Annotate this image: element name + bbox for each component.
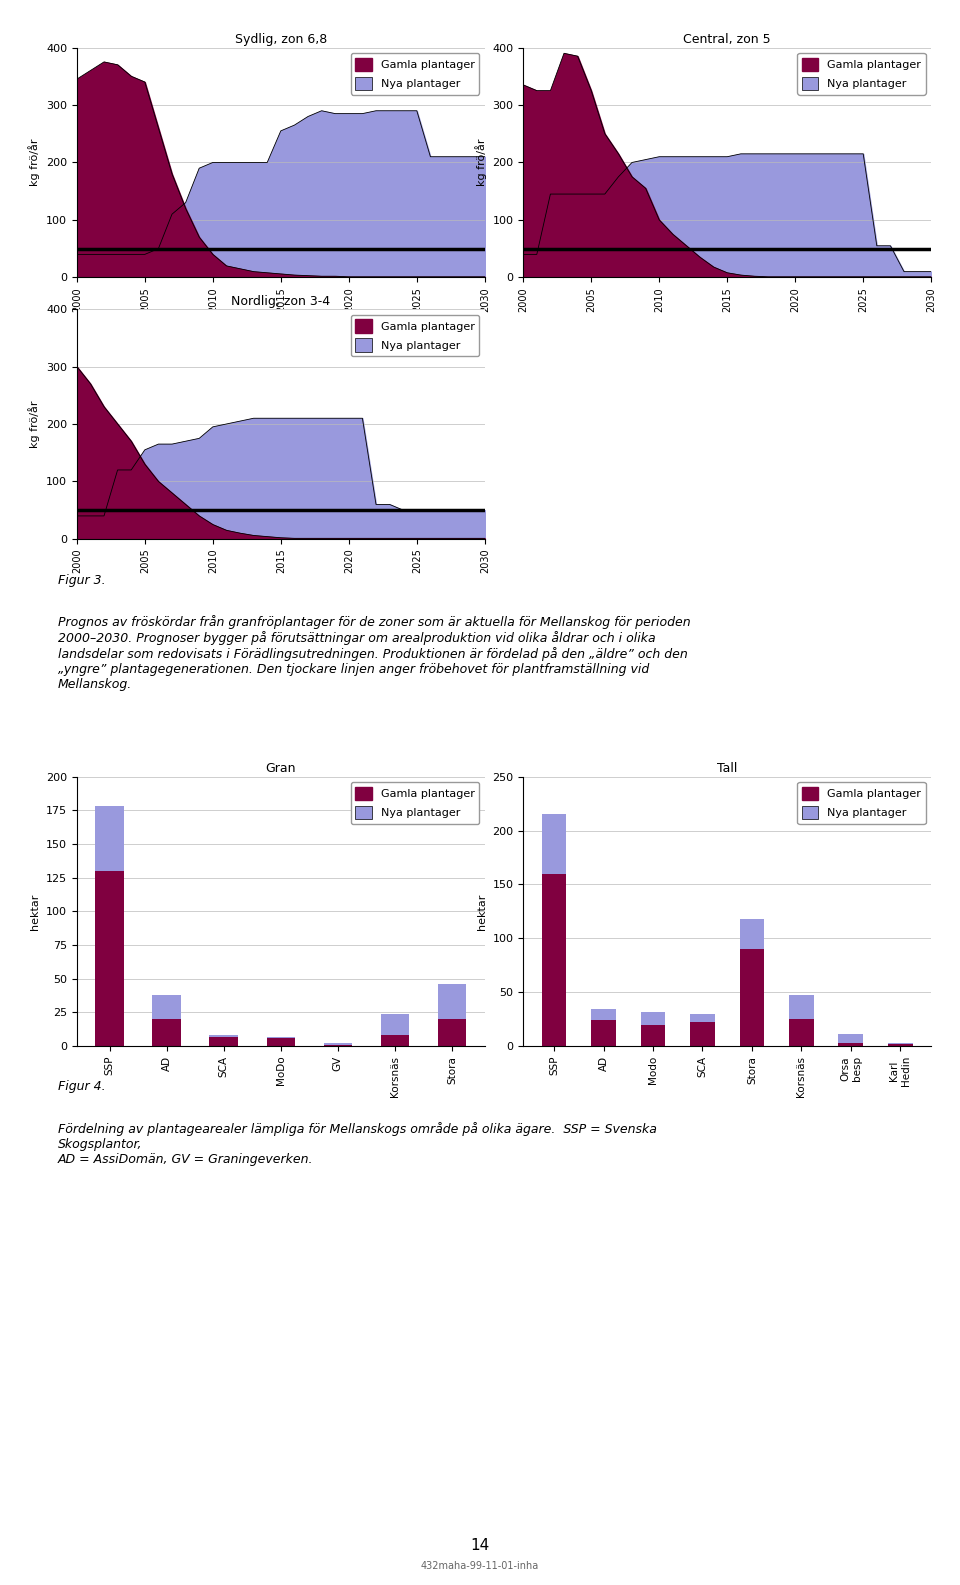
Bar: [789, 995, 814, 1019]
Bar: [153, 1019, 180, 1046]
Title: Tall: Tall: [717, 762, 737, 775]
Title: Central, zon 5: Central, zon 5: [684, 33, 771, 46]
Bar: [591, 1021, 616, 1046]
Bar: [838, 1035, 863, 1043]
Bar: [541, 815, 566, 873]
Bar: [153, 995, 180, 1019]
Legend: Gamla plantager, Nya plantager: Gamla plantager, Nya plantager: [351, 315, 479, 357]
Bar: [381, 1014, 409, 1035]
Legend: Gamla plantager, Nya plantager: Gamla plantager, Nya plantager: [798, 783, 925, 824]
Bar: [541, 873, 566, 1046]
Bar: [267, 1038, 295, 1046]
Bar: [739, 919, 764, 949]
Bar: [888, 1045, 913, 1046]
Legend: Gamla plantager, Nya plantager: Gamla plantager, Nya plantager: [351, 783, 479, 824]
Bar: [95, 807, 124, 872]
Text: 432maha-99-11-01-inha: 432maha-99-11-01-inha: [420, 1561, 540, 1571]
Text: Prognos av fröskördar från granfröplantager för de zoner som är aktuella för Mel: Prognos av fröskördar från granfröplanta…: [58, 615, 690, 691]
Bar: [789, 1019, 814, 1046]
Y-axis label: kg frö/år: kg frö/år: [475, 139, 487, 185]
Legend: Gamla plantager, Nya plantager: Gamla plantager, Nya plantager: [798, 54, 925, 95]
Text: Figur 3.: Figur 3.: [58, 574, 106, 586]
Bar: [591, 1010, 616, 1021]
Bar: [438, 1019, 467, 1046]
Y-axis label: hektar: hektar: [477, 894, 487, 929]
Text: 14: 14: [470, 1537, 490, 1553]
Y-axis label: kg frö/år: kg frö/år: [29, 401, 40, 447]
Y-axis label: kg frö/år: kg frö/år: [29, 139, 40, 185]
Bar: [739, 949, 764, 1046]
Bar: [95, 872, 124, 1046]
Bar: [640, 1024, 665, 1046]
Title: Sydlig, zon 6,8: Sydlig, zon 6,8: [234, 33, 327, 46]
Bar: [381, 1035, 409, 1046]
Bar: [690, 1014, 715, 1022]
Bar: [690, 1022, 715, 1046]
Title: Gran: Gran: [266, 762, 296, 775]
Bar: [838, 1043, 863, 1046]
Legend: Gamla plantager, Nya plantager: Gamla plantager, Nya plantager: [351, 54, 479, 95]
Title: Nordlig, zon 3-4: Nordlig, zon 3-4: [231, 295, 330, 307]
Bar: [209, 1037, 238, 1046]
Y-axis label: hektar: hektar: [31, 894, 40, 929]
Text: Figur 4.: Figur 4.: [58, 1081, 106, 1094]
Bar: [640, 1011, 665, 1024]
Bar: [438, 984, 467, 1019]
Text: Fördelning av plantagearealer lämpliga för Mellanskogs område på olika ägare.  S: Fördelning av plantagearealer lämpliga f…: [58, 1122, 657, 1167]
